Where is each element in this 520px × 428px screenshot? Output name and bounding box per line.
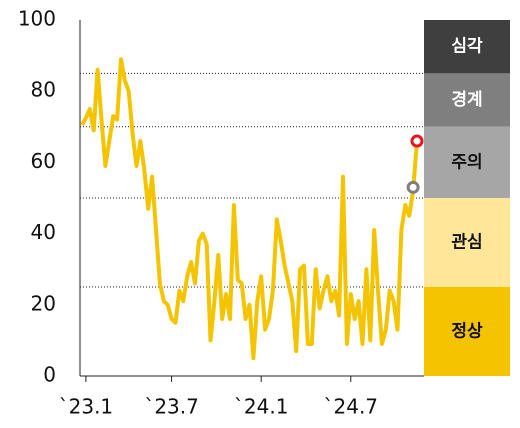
band-label: 정상 xyxy=(451,322,483,342)
x-tick-label: `24.7 xyxy=(324,395,379,419)
marker xyxy=(410,134,424,148)
y-tick-label: 20 xyxy=(31,291,56,315)
y-tick-label: 0 xyxy=(43,363,56,387)
band-label: 경계 xyxy=(451,90,482,110)
y-tick-label: 80 xyxy=(31,78,56,102)
band xyxy=(424,287,510,376)
band-label: 관심 xyxy=(451,233,482,253)
band xyxy=(424,126,510,198)
x-tick-label: `24.1 xyxy=(234,395,289,419)
band xyxy=(424,73,510,127)
band-label: 심각 xyxy=(451,37,483,57)
line xyxy=(80,57,419,361)
band xyxy=(424,20,510,74)
x-tick-label: `23.7 xyxy=(144,395,199,419)
y-tick-label: 40 xyxy=(31,220,56,244)
marker xyxy=(406,180,420,194)
band-label: 주의 xyxy=(451,152,482,172)
x-tick-label: `23.1 xyxy=(59,395,114,419)
y-tick-label: 100 xyxy=(18,7,56,31)
y-tick-label: 60 xyxy=(31,149,56,173)
band xyxy=(424,198,510,287)
